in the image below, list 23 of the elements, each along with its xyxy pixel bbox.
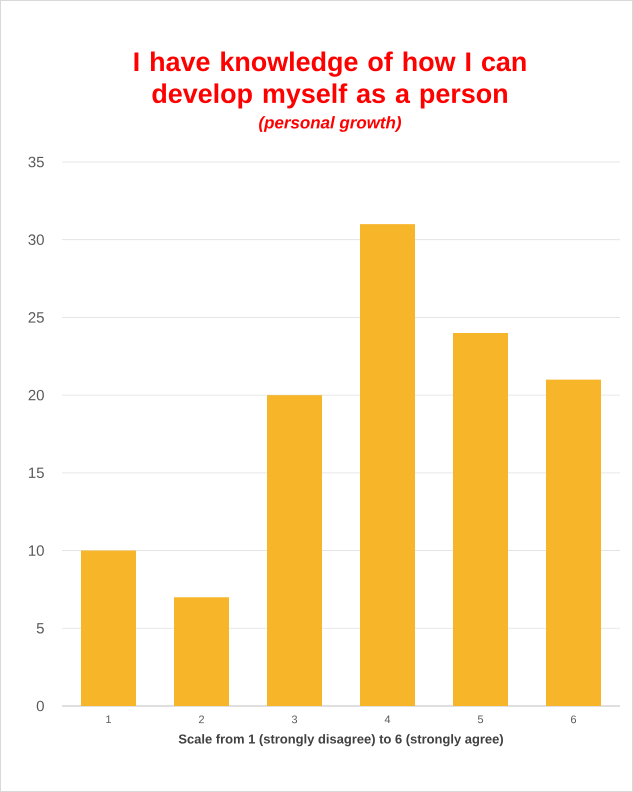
y-tick-label: 30: [28, 234, 44, 245]
x-axis-title: Scale from 1 (strongly disagree) to 6 (strongly agree): [178, 734, 503, 746]
x-tick-label: 2: [199, 716, 204, 724]
y-tick-label: 0: [36, 700, 44, 712]
y-tick-label: 15: [29, 468, 44, 478]
x-tick-label: 4: [384, 716, 390, 724]
chart-subtitle: (personal growth): [259, 116, 401, 132]
y-tick-label: 25: [28, 312, 44, 323]
x-tick-label: 5: [478, 716, 484, 724]
x-tick-label: 1: [106, 716, 112, 724]
bar: [267, 395, 322, 706]
bar: [174, 597, 229, 706]
bar: [546, 380, 601, 706]
bar: [453, 332, 508, 706]
bar: [360, 224, 415, 706]
chart-title: I have knowledge of how I can develop myself as a person: [134, 52, 526, 108]
y-tick-label: 20: [28, 390, 44, 400]
y-tick-label: 5: [36, 623, 44, 634]
x-tick-label: 6: [571, 716, 576, 724]
y-tick-label: 10: [29, 545, 44, 556]
y-tick-label: 35: [28, 156, 44, 168]
bar: [81, 550, 136, 706]
x-tick-label: 3: [292, 716, 298, 724]
